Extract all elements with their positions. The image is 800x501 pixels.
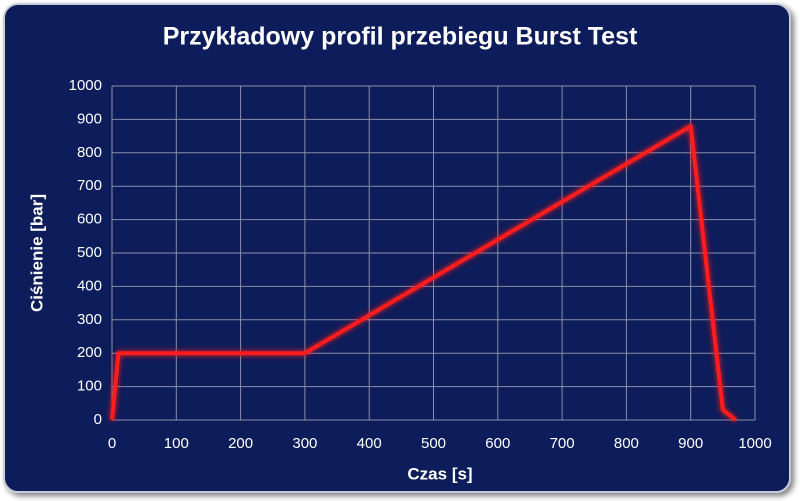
chart-title: Przykładowy profil przebiegu Burst Test xyxy=(163,23,638,51)
x-axis-label: Czas [s] xyxy=(407,464,472,483)
y-tick-label: 900 xyxy=(77,110,102,127)
y-axis-label: Ciśnienie [bar] xyxy=(27,194,46,312)
y-tick-label: 100 xyxy=(77,378,102,395)
y-tick-label: 500 xyxy=(77,244,102,261)
y-tick-label: 0 xyxy=(94,411,102,428)
x-tick-label: 1000 xyxy=(738,435,771,452)
x-tick-label: 600 xyxy=(485,435,510,452)
x-tick-label: 400 xyxy=(357,435,382,452)
data-line xyxy=(110,124,737,422)
y-tick-label: 400 xyxy=(77,277,102,294)
y-tick-label: 1000 xyxy=(69,77,102,94)
x-tick-label: 0 xyxy=(108,435,116,452)
chart-background xyxy=(3,3,791,493)
x-tick-label: 100 xyxy=(164,435,189,452)
x-tick-label: 800 xyxy=(614,435,639,452)
x-tick-label: 500 xyxy=(421,435,446,452)
y-tick-label: 600 xyxy=(77,211,102,228)
x-tick-label: 300 xyxy=(292,435,317,452)
y-tick-label: 700 xyxy=(77,177,102,194)
y-tick-label: 800 xyxy=(77,144,102,161)
y-tick-label: 300 xyxy=(77,311,102,328)
y-tick-label: 200 xyxy=(77,344,102,361)
x-tick-label: 700 xyxy=(550,435,575,452)
x-tick-label: 900 xyxy=(678,435,703,452)
x-tick-label: 200 xyxy=(228,435,253,452)
